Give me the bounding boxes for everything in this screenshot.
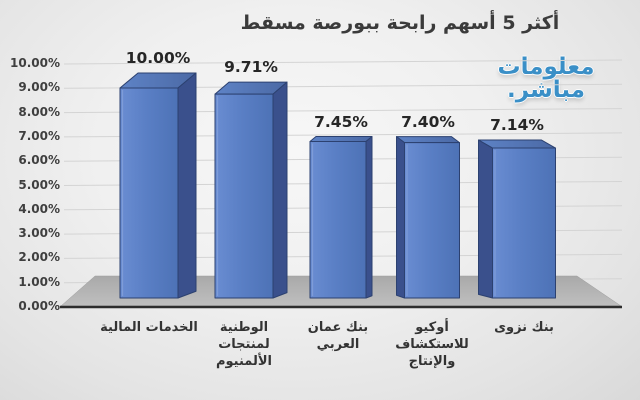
bar-value-label: 9.71% bbox=[224, 58, 278, 77]
bar-value-label: 7.40% bbox=[401, 112, 455, 131]
bar-side-face bbox=[478, 139, 493, 299]
bar-value-label: 7.45% bbox=[314, 112, 368, 131]
bar-2 bbox=[214, 81, 288, 299]
bar-front-face bbox=[214, 93, 274, 299]
bar-top-face bbox=[309, 136, 373, 143]
y-axis-tick-label: 7.00% bbox=[18, 128, 60, 143]
bar-side-face bbox=[365, 136, 373, 299]
bar-1 bbox=[119, 72, 197, 299]
category-label: أوكيو للاستكشاف والإنتاج bbox=[395, 320, 469, 369]
chart-title: أكثر 5 أسهم رابحة ببورصة مسقط bbox=[240, 12, 560, 34]
bar-side-face bbox=[272, 81, 288, 299]
bar-top-face bbox=[396, 136, 460, 144]
bar-5 bbox=[478, 139, 556, 299]
bar-value-label: 7.14% bbox=[490, 116, 544, 135]
bar-side-face bbox=[396, 136, 405, 299]
bar-value-label: 10.00% bbox=[125, 49, 191, 67]
y-axis-tick-label: 4.00% bbox=[18, 201, 60, 216]
bar-front-face bbox=[119, 87, 179, 299]
y-axis-tick-label: 2.00% bbox=[18, 250, 60, 265]
bar-front-face bbox=[404, 142, 460, 299]
bar-3 bbox=[309, 136, 373, 299]
category-label: الوطنية لمنتجات الألمنيوم bbox=[215, 320, 273, 369]
y-axis-tick-label: 3.00% bbox=[18, 226, 60, 241]
y-axis-tick-label: 5.00% bbox=[18, 177, 60, 192]
bar-front-face bbox=[492, 147, 556, 299]
y-axis-tick-label: 6.00% bbox=[18, 153, 60, 168]
bar-side-face bbox=[177, 72, 197, 299]
y-axis-tick-label: 1.00% bbox=[18, 274, 60, 289]
bar-front-face bbox=[309, 141, 367, 299]
y-axis-tick-label: 9.00% bbox=[18, 80, 60, 95]
bars bbox=[119, 72, 556, 299]
category-label: بنك عمان العربي bbox=[307, 320, 369, 352]
y-axis-tick-label: 0.00% bbox=[18, 299, 60, 313]
category-label: الخدمات المالية bbox=[100, 320, 198, 335]
bar-4 bbox=[396, 136, 460, 299]
category-label: بنك نزوى bbox=[494, 320, 554, 335]
y-axis-tick-label: 8.00% bbox=[18, 104, 60, 119]
y-axis-tick-label: 10.00% bbox=[10, 56, 60, 70]
gridline bbox=[63, 59, 623, 65]
